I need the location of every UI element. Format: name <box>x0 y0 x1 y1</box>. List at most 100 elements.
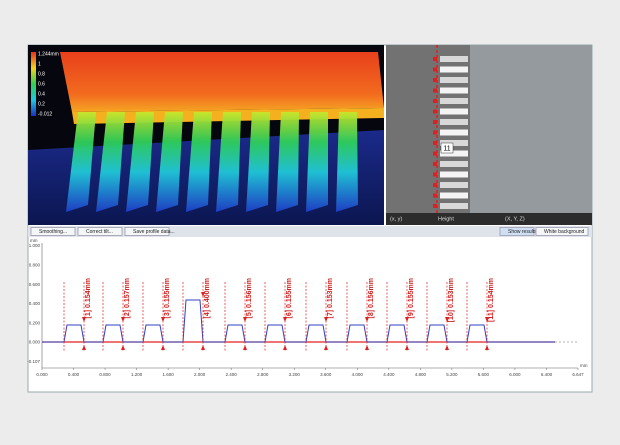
pad-mark <box>433 204 437 208</box>
measure-label: [10] 0.153mm <box>448 278 455 322</box>
toolbar-toggle[interactable] <box>535 227 589 236</box>
finger <box>186 112 212 212</box>
x-tick-label: 1.200 <box>131 372 143 377</box>
pad-mark <box>433 172 437 177</box>
measure-arrow <box>365 317 369 322</box>
pad-mark <box>433 99 437 103</box>
toolbar-button[interactable] <box>30 227 76 236</box>
pad-mark <box>433 57 437 61</box>
measure-arrow <box>82 317 86 322</box>
toolbar-toggle[interactable] <box>499 227 535 236</box>
pad-mark <box>433 162 437 166</box>
x-tick-label: 3.200 <box>289 372 301 377</box>
pad <box>440 203 468 209</box>
x-tick-label: 5.200 <box>446 372 458 377</box>
toolbar-toggle-label[interactable]: Show results <box>508 229 537 235</box>
toolbar-button-label[interactable]: Save profile data... <box>133 229 175 235</box>
y-unit: mm <box>30 238 38 243</box>
finger <box>276 112 299 212</box>
toolbar-button-label[interactable]: Smoothing... <box>39 229 67 235</box>
measure-arrow <box>121 317 125 322</box>
y-tick-label: 0.400 <box>29 301 41 306</box>
measure-arrow <box>283 345 287 350</box>
pad <box>440 182 468 188</box>
measure-arrow <box>82 345 86 350</box>
finger <box>246 112 270 212</box>
pad <box>440 192 468 199</box>
pad <box>440 119 468 125</box>
measure-label: [9] 0.155mm <box>408 278 415 318</box>
colorbar-label: 0.8 <box>38 71 45 77</box>
y-tick-label: 0.600 <box>29 282 41 287</box>
toolbar-button[interactable] <box>124 227 170 236</box>
x-tick-label: 4.400 <box>383 372 395 377</box>
measure-arrow <box>324 317 328 322</box>
measure-arrow <box>243 345 247 350</box>
pad-mark <box>433 141 437 145</box>
measure-label: [8] 0.156mm <box>368 278 375 318</box>
pad-mark <box>433 130 437 135</box>
pad <box>440 161 468 167</box>
measure-label: [11] 0.154mm <box>488 278 495 322</box>
x-unit: mm <box>580 363 588 368</box>
x-tick-label: 4.000 <box>352 372 364 377</box>
pad <box>440 150 468 157</box>
pad-mark <box>433 78 437 82</box>
toolbar-button[interactable] <box>77 227 123 236</box>
x-tick-label: 2.400 <box>226 372 238 377</box>
y-tick-label: 1.000 <box>29 243 41 248</box>
colorbar-label: 0.2 <box>38 101 45 107</box>
measure-label: [1] 0.154mm <box>85 278 92 318</box>
pad <box>440 56 468 62</box>
measure-arrow <box>485 317 489 322</box>
marker-label: 11 <box>443 145 450 152</box>
colorbar-label: 0.4 <box>38 91 45 97</box>
x-tick-label: 6.400 <box>541 372 553 377</box>
pad <box>440 98 468 104</box>
x-tick-label: 0.000 <box>36 372 48 377</box>
measure-arrow <box>283 317 287 322</box>
measure-label: [7] 0.153mm <box>327 278 334 318</box>
pad <box>440 140 468 146</box>
x-tick-label: 6.647 <box>572 372 584 377</box>
pad <box>440 87 468 94</box>
finger <box>126 112 154 212</box>
measure-arrow <box>485 345 489 350</box>
measure-arrow <box>161 345 165 350</box>
status-xy: (x, y) <box>390 216 402 222</box>
status-height[interactable]: Height <box>438 216 454 222</box>
x-tick-label: 1.600 <box>162 372 174 377</box>
colorbar-label: -0.012 <box>38 111 52 117</box>
measure-label: [2] 0.157mm <box>124 278 131 318</box>
finger <box>306 112 328 212</box>
measure-label: [3] 0.155mm <box>164 278 171 318</box>
measure-arrow <box>445 317 449 322</box>
3d-view: 1.244mm 1 0.8 0.6 0.4 0.2 -0.012 <box>28 45 384 225</box>
x-tick-label: 3.600 <box>320 372 332 377</box>
pad-mark <box>433 88 437 93</box>
profile-chart: mm mm 1.000 0.800 0.600 0.400 0.200 0.000 -0.1… <box>27 238 588 377</box>
pad <box>440 129 468 136</box>
microscope-image: 11 (x, y) Height (X, Y, Z) <box>386 45 592 225</box>
measure-arrow <box>201 345 205 350</box>
colorbar-label: 0.6 <box>38 81 45 87</box>
measure-arrow <box>161 317 165 322</box>
y-tick-label: 0.000 <box>29 340 41 345</box>
measure-arrow <box>445 345 449 350</box>
toolbar-toggle-label[interactable]: White background <box>544 229 585 235</box>
y-tick-label: 0.800 <box>29 262 41 267</box>
x-tick-label: 0.400 <box>68 372 80 377</box>
x-tick-label: 2.800 <box>257 372 269 377</box>
pad <box>440 171 468 178</box>
pad-mark <box>433 109 437 114</box>
colorbar-label: 1 <box>38 61 41 67</box>
pad-mark <box>433 67 437 72</box>
measure-arrow <box>365 345 369 350</box>
toolbar-button-label[interactable]: Correct tilt... <box>86 229 113 235</box>
measure-arrow <box>405 317 409 322</box>
finger <box>216 112 241 212</box>
measure-label: [5] 0.156mm <box>246 278 253 318</box>
x-tick-label: 5.600 <box>478 372 490 377</box>
